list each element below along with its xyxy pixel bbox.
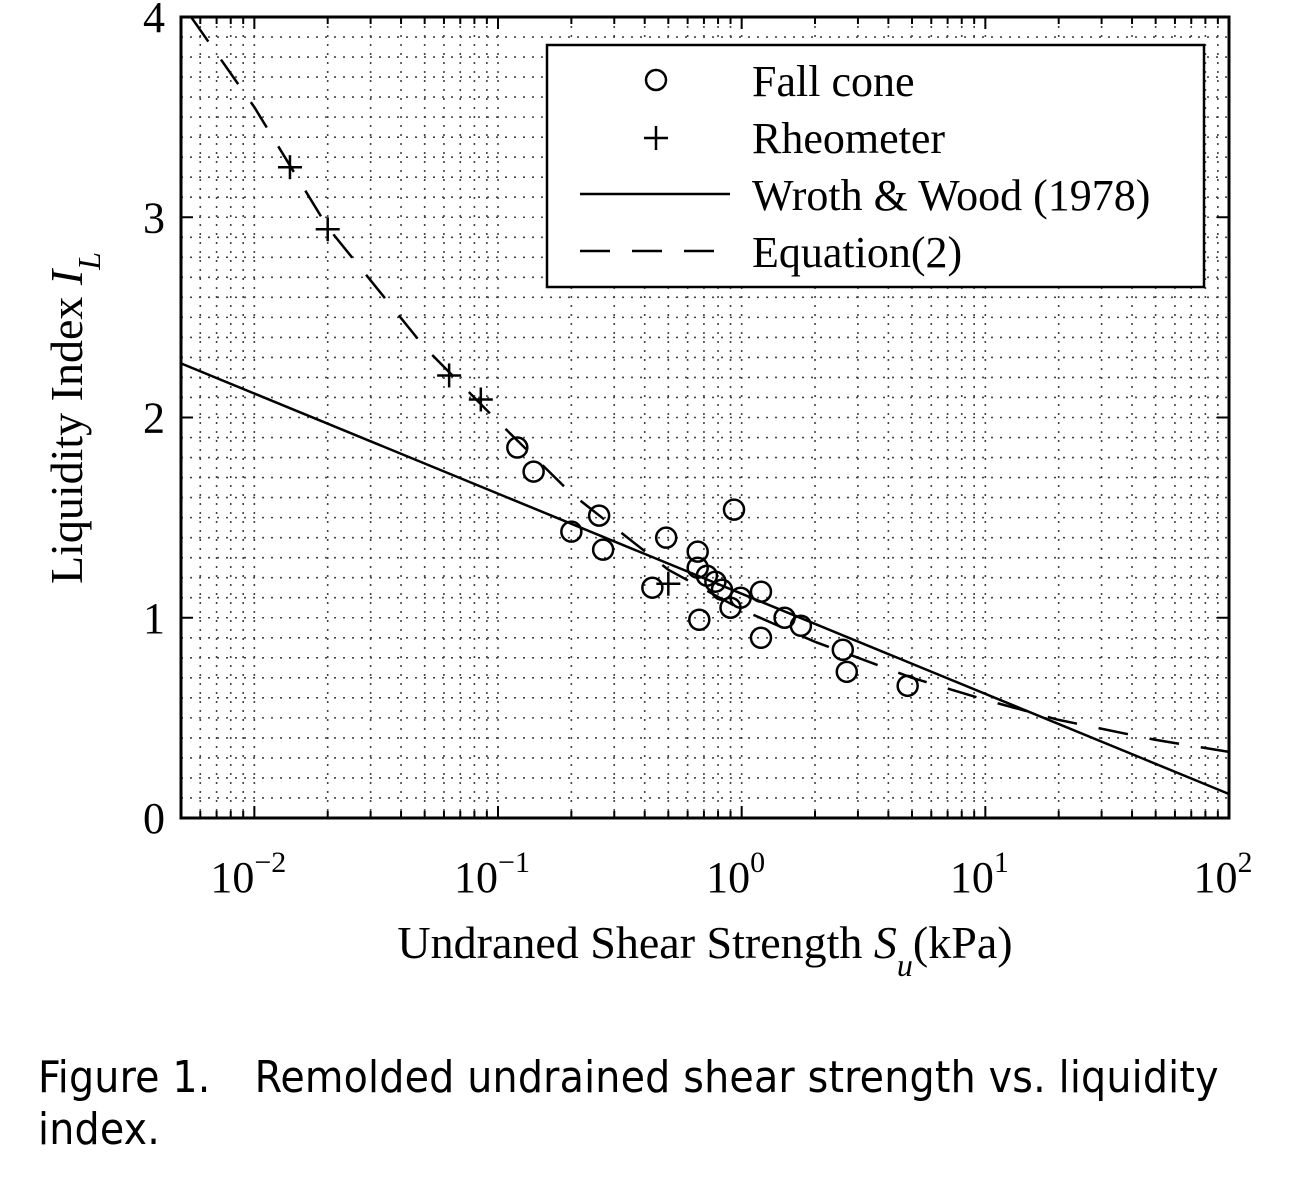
fall-cone-point (831, 638, 855, 662)
rheometer-point (437, 363, 462, 388)
fall-cone-point (506, 436, 529, 459)
x-axis-unit: (kPa) (913, 917, 1013, 968)
fall-cone-point (522, 460, 545, 483)
y-tick-label: 2 (143, 394, 165, 443)
fall-cone-point (654, 526, 678, 549)
fall-cone-point (749, 580, 773, 603)
x-axis-title: Undraned Shear Strength Su(kPa) (397, 917, 1012, 983)
fall-cone-point (641, 576, 664, 599)
fall-cone-point (591, 538, 615, 561)
series-curve-3 (190, 16, 1230, 754)
rheometer-point (315, 217, 340, 242)
rheometer-point (656, 571, 681, 596)
fall-cone-point (587, 504, 611, 527)
tick-labels: 0 1 2 3 4 10−2 10−1 100 101 102 (143, 0, 1253, 902)
legend-rheometer-marker (644, 126, 668, 150)
fall-cone-point (789, 614, 813, 638)
y-axis-label: Liquidity Index (41, 297, 92, 584)
x-tick-label: 102 (1194, 846, 1253, 902)
caption-text: Remolded undrained shear strength vs. li… (38, 1052, 1219, 1155)
x-tick-label: 101 (950, 846, 1009, 902)
fall-cone-point (686, 540, 709, 563)
legend-box (545, 43, 1206, 289)
x-axis-label: Undraned Shear Strength (397, 917, 862, 968)
legend-label-equation: Equation(2) (752, 228, 962, 277)
fall-cone-point (729, 586, 752, 609)
legend-label-wroth-wood: Wroth & Wood (1978) (752, 171, 1150, 220)
y-axis-subscript: L (71, 252, 107, 271)
caption-label: Figure 1. (38, 1052, 211, 1103)
y-axis-symbol: I (41, 267, 92, 286)
x-tick-label: 10−1 (454, 846, 530, 902)
fall-cone-point (560, 520, 583, 543)
x-axis-symbol: S (874, 917, 897, 968)
x-axis-subscript: u (897, 947, 913, 983)
chart: 0 1 2 3 4 10−2 10−1 100 101 102 Undraned Shear St… (41, 0, 1253, 983)
fall-cone-point (688, 608, 711, 632)
fall-cone-point (835, 660, 859, 684)
legend: Fall cone Rheometer Wroth & Wood (1978) … (545, 43, 1206, 289)
y-tick-label: 4 (143, 0, 165, 42)
tick-marks (180, 16, 1230, 819)
y-tick-label: 1 (143, 594, 165, 643)
fall-cone-point (704, 570, 727, 593)
data-points (277, 155, 919, 698)
fall-cone-point (749, 626, 773, 650)
y-axis-title: Liquidity Index IL (41, 252, 107, 584)
rheometer-point (277, 155, 302, 180)
legend-label-rheometer: Rheometer (752, 114, 945, 163)
x-tick-label: 100 (706, 846, 765, 902)
fall-cone-point (710, 578, 734, 601)
fall-cone-point (722, 498, 746, 521)
x-tick-label: 10−2 (210, 846, 286, 902)
legend-fall-cone-marker (644, 68, 668, 92)
rheometer-point (468, 387, 493, 412)
y-tick-label: 0 (143, 794, 165, 843)
fall-cone-point (896, 674, 919, 698)
y-tick-label: 3 (143, 193, 165, 242)
figure-caption: Figure 1. Remolded undrained shear streng… (38, 1052, 1278, 1156)
legend-label-fall-cone: Fall cone (752, 57, 915, 106)
